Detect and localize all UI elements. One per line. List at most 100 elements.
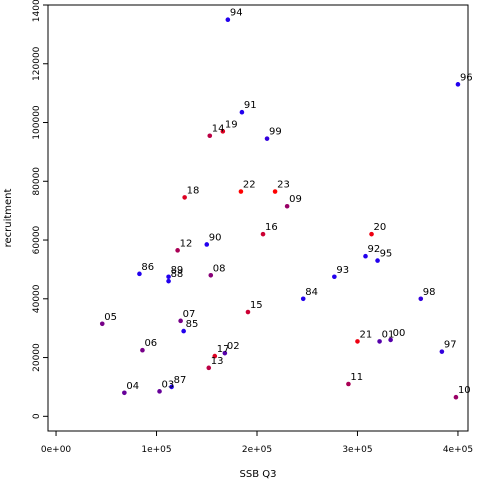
- y-tick-label: 80000: [32, 167, 42, 196]
- data-point-label: 86: [141, 262, 154, 273]
- data-point: [377, 339, 382, 344]
- data-point: [166, 278, 171, 284]
- data-point-label: 21: [359, 329, 372, 340]
- data-point: [239, 109, 245, 115]
- data-point-label: 90: [209, 232, 222, 243]
- data-point: [455, 82, 461, 87]
- data-point-label: 96: [460, 72, 473, 83]
- data-point-label: 08: [213, 263, 226, 274]
- data-point: [157, 389, 162, 394]
- data-point-label: 14: [212, 124, 225, 135]
- data-point: [238, 189, 244, 194]
- data-point: [363, 253, 368, 259]
- y-tick-label: 0: [32, 413, 42, 419]
- data-point: [346, 381, 351, 387]
- data-point-label: 01: [382, 329, 395, 340]
- data-point: [245, 309, 251, 315]
- y-tick-label: 20000: [32, 343, 42, 372]
- data-point: [388, 337, 393, 343]
- data-point: [181, 328, 186, 334]
- data-point-label: 11: [350, 372, 363, 383]
- data-point: [332, 274, 337, 280]
- data-point: [300, 296, 306, 302]
- data-point-label: 02: [227, 341, 240, 352]
- data-point: [208, 272, 214, 278]
- data-point: [207, 133, 213, 139]
- data-point-label: 16: [265, 222, 278, 233]
- y-axis-title: recruitment: [3, 189, 14, 248]
- data-point: [206, 365, 212, 371]
- x-tick-label: 2e+05: [242, 445, 272, 455]
- data-point: [375, 258, 380, 263]
- data-point: [272, 189, 278, 194]
- data-point-label: 10: [458, 385, 471, 396]
- data-point: [178, 318, 183, 324]
- data-point: [137, 271, 142, 277]
- data-point-label: 88: [171, 269, 184, 280]
- data-point: [355, 339, 360, 344]
- data-point-label: 98: [423, 287, 436, 298]
- data-point-label: 97: [444, 340, 457, 351]
- data-point-label: 00: [393, 328, 406, 339]
- y-tick-label: 100000: [32, 105, 42, 140]
- data-point-label: 99: [269, 127, 282, 138]
- data-point: [204, 242, 210, 247]
- data-point: [439, 349, 445, 354]
- y-tick-label: 140000: [32, 0, 42, 22]
- x-axis: 0e+00 1e+05 2e+05 3e+05 4e+05: [41, 431, 473, 455]
- data-point: [212, 353, 218, 359]
- data-point: [182, 195, 187, 200]
- plot-area-frame: [47, 4, 469, 432]
- data-point: [99, 321, 105, 327]
- y-tick-label: 60000: [32, 225, 42, 254]
- x-axis-title: SSB Q3: [240, 469, 277, 480]
- data-point-label: 17: [217, 344, 230, 355]
- data-point: [260, 231, 266, 237]
- data-point-label: 09: [289, 194, 302, 205]
- x-tick-label: 1e+05: [141, 445, 171, 455]
- data-points: [99, 17, 461, 400]
- data-point-label: 03: [162, 379, 175, 390]
- data-point: [140, 347, 145, 353]
- data-point-label: 13: [211, 356, 224, 367]
- data-point: [225, 17, 231, 22]
- x-tick-label: 3e+05: [342, 445, 372, 455]
- data-point: [222, 350, 228, 356]
- data-point: [264, 136, 270, 141]
- data-point-label: 84: [305, 287, 318, 298]
- data-point: [169, 384, 174, 390]
- x-tick-label: 4e+05: [443, 445, 473, 455]
- data-point-label: 05: [104, 312, 117, 323]
- data-point-label: 92: [368, 244, 381, 255]
- data-point-label: 94: [230, 8, 243, 19]
- x-tick-label: 0e+00: [41, 445, 72, 455]
- data-point: [418, 296, 424, 302]
- data-point-label: 04: [126, 381, 139, 392]
- y-tick-label: 40000: [32, 284, 42, 313]
- data-point-label: 06: [144, 338, 157, 349]
- data-point-label: 91: [244, 100, 257, 111]
- data-point-label: 22: [243, 180, 256, 191]
- data-point-label: 15: [250, 300, 263, 311]
- data-point-label: 87: [174, 375, 187, 386]
- data-point: [175, 248, 180, 253]
- data-point: [166, 274, 171, 280]
- data-point-label: 85: [186, 319, 199, 330]
- data-point-label: 89: [171, 265, 184, 276]
- data-point: [220, 129, 226, 134]
- data-point-label: 18: [187, 185, 200, 196]
- data-point-label: 23: [277, 180, 290, 191]
- data-point: [122, 390, 127, 396]
- data-point-label: 07: [183, 309, 196, 320]
- data-point: [284, 203, 290, 209]
- data-point-label: 95: [380, 249, 393, 260]
- data-point: [369, 231, 374, 237]
- y-tick-label: 120000: [32, 46, 42, 81]
- data-point: [453, 394, 459, 400]
- data-point-label: 93: [336, 265, 349, 276]
- data-point-label: 20: [374, 222, 387, 233]
- data-point-label: 12: [180, 238, 193, 249]
- y-axis: 0 20000 40000 60000 80000 100000 120000 140000: [32, 0, 48, 419]
